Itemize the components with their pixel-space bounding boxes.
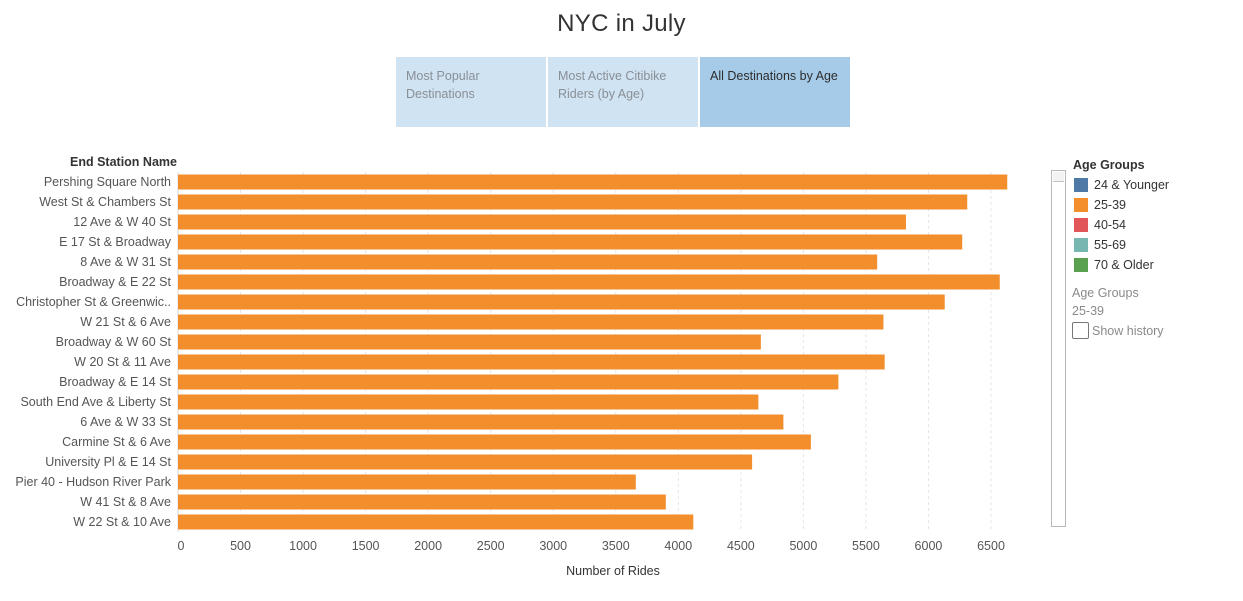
tab-all-destinations-by-age[interactable]: All Destinations by Age [700, 57, 850, 127]
bar[interactable] [178, 354, 885, 370]
bar[interactable] [178, 274, 1000, 290]
legend-scrollbar[interactable] [1051, 170, 1066, 527]
bar[interactable] [178, 194, 968, 210]
bar[interactable] [178, 474, 636, 490]
legend-swatch [1074, 258, 1088, 272]
category-label: Pershing Square North [44, 175, 171, 189]
x-tick-label: 1500 [352, 539, 380, 553]
bar[interactable] [178, 494, 666, 510]
legend-item-40-54[interactable]: 40-54 [1074, 217, 1126, 233]
bar[interactable] [178, 174, 1008, 190]
category-label: Broadway & E 14 St [59, 375, 171, 389]
bar[interactable] [178, 374, 839, 390]
bar-chart: End Station Name Pershing Square North We… [15, 155, 1008, 578]
row-header: End Station Name [70, 155, 177, 169]
legend-item-label: 40-54 [1094, 218, 1126, 232]
bar[interactable] [178, 414, 784, 430]
category-label: W 22 St & 10 Ave [73, 515, 171, 529]
category-label: Carmine St & 6 Ave [62, 435, 171, 449]
bar[interactable] [178, 434, 811, 450]
category-label: E 17 St & Broadway [59, 235, 172, 249]
category-label: W 41 St & 8 Ave [80, 495, 171, 509]
highlight-title: Age Groups [1072, 286, 1139, 300]
bar[interactable] [178, 234, 963, 250]
x-tick-label: 500 [230, 539, 251, 553]
bar[interactable] [178, 254, 878, 270]
category-label: Christopher St & Greenwic.. [16, 295, 171, 309]
category-label: 6 Ave & W 33 St [80, 415, 171, 429]
x-tick-label: 5000 [789, 539, 817, 553]
highlight-value[interactable]: 25-39 [1072, 304, 1104, 318]
legend-title: Age Groups [1073, 158, 1145, 172]
x-tick-label: 5500 [852, 539, 880, 553]
dashboard-title: NYC in July [557, 10, 686, 37]
x-axis-ticks: 0 500 1000 1500 2000 2500 3000 3500 4000 4500 5000… [178, 539, 1005, 553]
bar[interactable] [178, 394, 759, 410]
bar[interactable] [178, 514, 694, 530]
category-label: West St & Chambers St [39, 195, 171, 209]
legend-swatch [1074, 178, 1088, 192]
category-label: Broadway & W 60 St [56, 335, 172, 349]
legend-item-label: 55-69 [1094, 238, 1126, 252]
bar[interactable] [178, 214, 906, 230]
x-tick-label: 6500 [977, 539, 1005, 553]
category-label: South End Ave & Liberty St [20, 395, 171, 409]
legend-item-label: 24 & Younger [1094, 178, 1170, 192]
tab-most-popular-destinations[interactable]: Most Popular Destinations [396, 57, 546, 127]
story-tabs: Most Popular Destinations Most Active Ci… [396, 57, 850, 127]
x-tick-label: 1000 [289, 539, 317, 553]
legend-scroll-thumb[interactable] [1053, 172, 1064, 182]
legend-swatch [1074, 238, 1088, 252]
category-label: 12 Ave & W 40 St [73, 215, 171, 229]
show-history-label: Show history [1092, 323, 1164, 338]
bar[interactable] [178, 314, 884, 330]
x-tick-label: 0 [178, 539, 185, 553]
bar[interactable] [178, 334, 761, 350]
x-axis-label: Number of Rides [566, 564, 660, 578]
show-history-toggle[interactable]: Show history [1072, 322, 1164, 339]
category-labels: Pershing Square North West St & Chambers … [15, 175, 171, 529]
legend-swatch [1074, 198, 1088, 212]
category-label: Broadway & E 22 St [59, 275, 171, 289]
x-tick-label: 2000 [414, 539, 442, 553]
legend-item-24-younger[interactable]: 24 & Younger [1074, 177, 1169, 193]
category-label: W 20 St & 11 Ave [74, 355, 171, 369]
x-tick-label: 6000 [915, 539, 943, 553]
x-tick-label: 4000 [664, 539, 692, 553]
legend-item-55-69[interactable]: 55-69 [1074, 237, 1126, 253]
show-history-checkbox[interactable] [1072, 322, 1089, 339]
bar[interactable] [178, 294, 945, 310]
bars [178, 174, 1008, 530]
category-label: 8 Ave & W 31 St [80, 255, 171, 269]
category-label: Pier 40 - Hudson River Park [15, 475, 171, 489]
x-tick-label: 2500 [477, 539, 505, 553]
x-tick-label: 3000 [539, 539, 567, 553]
tab-most-active-riders[interactable]: Most Active Citibike Riders (by Age) [548, 57, 698, 127]
x-tick-label: 3500 [602, 539, 630, 553]
bar[interactable] [178, 454, 753, 470]
category-label: University Pl & E 14 St [45, 455, 171, 469]
legend-swatch [1074, 218, 1088, 232]
gridlines [177, 172, 992, 532]
legend-item-25-39[interactable]: 25-39 [1074, 197, 1126, 213]
category-label: W 21 St & 6 Ave [80, 315, 171, 329]
x-tick-label: 4500 [727, 539, 755, 553]
legend-item-label: 70 & Older [1094, 258, 1154, 272]
legend-item-70-older[interactable]: 70 & Older [1074, 257, 1154, 273]
legend-item-label: 25-39 [1094, 198, 1126, 212]
